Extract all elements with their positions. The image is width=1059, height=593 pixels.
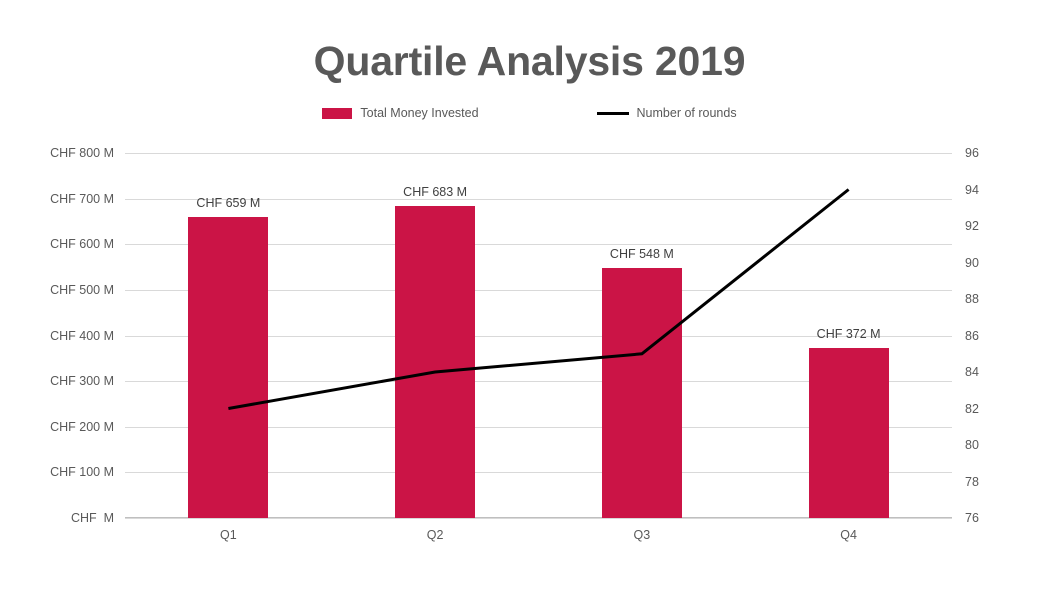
bar-data-label-q1: CHF 659 M xyxy=(196,196,261,211)
bar-q3[interactable] xyxy=(601,267,682,518)
y-axis-left-tick-label: CHF 700 M xyxy=(50,191,114,206)
legend-swatch-bar-icon xyxy=(322,107,353,119)
line-series-path xyxy=(228,188,850,410)
y-axis-right-tick-label: 88 xyxy=(965,292,979,306)
chart-title: Quartile Analysis 2019 xyxy=(313,38,746,84)
y-axis-right-tick-label: 94 xyxy=(965,182,979,197)
gridline xyxy=(125,472,952,474)
legend-label-line-series: Number of rounds xyxy=(636,106,737,120)
legend-label-bar-series: Total Money Invested xyxy=(360,106,479,120)
y-axis-right-tick-label: 90 xyxy=(965,255,979,270)
legend-swatch-line-icon xyxy=(596,111,629,115)
y-axis-right-tick-label: 76 xyxy=(965,511,979,525)
gridline xyxy=(125,518,952,519)
y-axis-left-tick-label: CHF 800 M xyxy=(50,146,114,160)
plot-area xyxy=(125,153,952,519)
y-axis-right-tick-label: 96 xyxy=(965,146,979,160)
bar-data-label-q2: CHF 683 M xyxy=(403,185,468,200)
y-axis-right-tick-label: 92 xyxy=(965,219,979,233)
y-axis-left-tick-label: CHF M xyxy=(70,511,114,525)
y-axis-right-tick-label: 78 xyxy=(965,474,979,489)
x-axis-tick-label-q4: Q4 xyxy=(840,528,857,542)
y-axis-left-tick-label: CHF 400 M xyxy=(50,328,114,343)
x-axis-baseline xyxy=(125,517,952,518)
y-axis-left-tick-label: CHF 100 M xyxy=(50,465,114,480)
legend-item-bar-series[interactable]: Total Money Invested xyxy=(322,106,479,120)
x-axis-tick-label-q2: Q2 xyxy=(426,528,444,542)
gridline xyxy=(125,153,952,154)
y-axis-left-tick-label: CHF 500 M xyxy=(50,282,114,297)
legend-item-line-series[interactable]: Number of rounds xyxy=(596,106,737,120)
y-axis-left-tick-label: CHF 600 M xyxy=(50,237,114,252)
bar-q1[interactable] xyxy=(188,217,269,518)
y-axis-right-tick-label: 80 xyxy=(965,438,979,452)
y-axis-right-tick-label: 82 xyxy=(965,401,979,416)
gridline xyxy=(125,426,952,428)
y-axis-left-tick-label: CHF 300 M xyxy=(50,374,114,389)
y-axis-left-tick-label: CHF 200 M xyxy=(50,419,114,434)
bar-data-label-q3: CHF 548 M xyxy=(609,246,674,261)
bar-q2[interactable] xyxy=(395,206,476,518)
bar-data-label-q4: CHF 372 M xyxy=(816,327,881,342)
x-axis-tick-label-q1: Q1 xyxy=(220,528,237,542)
x-axis-tick-label-q3: Q3 xyxy=(633,528,651,542)
y-axis-right-tick-label: 86 xyxy=(965,328,979,343)
bar-q4[interactable] xyxy=(808,348,889,518)
y-axis-right-tick-label: 84 xyxy=(965,365,979,379)
chart-legend: Total Money Invested Number of rounds xyxy=(0,106,1059,120)
